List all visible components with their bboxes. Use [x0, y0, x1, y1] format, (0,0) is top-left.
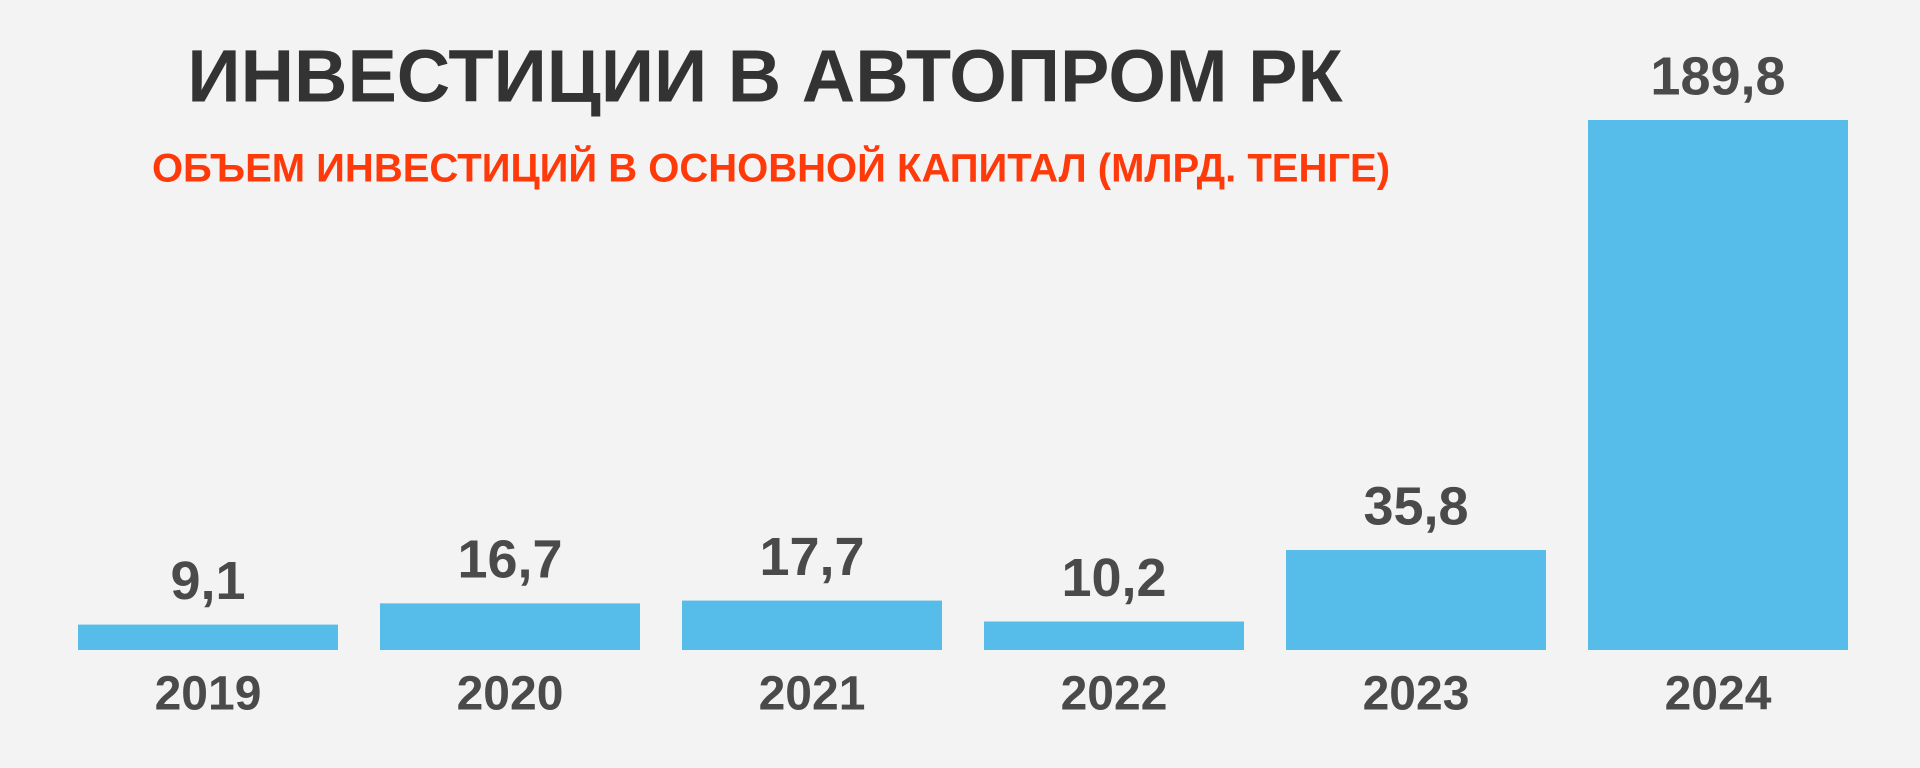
x-tick-label: 2021: [759, 668, 866, 721]
x-tick-label: 2019: [155, 668, 262, 721]
value-label: 17,7: [759, 527, 864, 587]
chart-subtitle: ОБЪЕМ ИНВЕСТИЦИЙ В ОСНОВНОЙ КАПИТАЛ (МЛР…: [152, 145, 1390, 191]
value-label: 189,8: [1650, 46, 1785, 106]
x-tick-label: 2024: [1665, 668, 1772, 721]
value-label: 35,8: [1363, 476, 1468, 536]
bar: [78, 624, 338, 650]
bar: [1588, 120, 1848, 650]
value-label: 9,1: [170, 551, 245, 611]
x-tick-label: 2023: [1363, 668, 1470, 721]
x-tick-label: 2020: [457, 668, 564, 721]
x-tick-label: 2022: [1061, 668, 1168, 721]
value-label: 10,2: [1061, 548, 1166, 608]
bar: [984, 621, 1244, 650]
bar: [682, 600, 942, 650]
value-label: 16,7: [457, 530, 562, 590]
chart-title: ИНВЕСТИЦИИ В АВТОПРОМ РК: [187, 35, 1343, 118]
bar: [380, 603, 640, 650]
bar: [1286, 550, 1546, 650]
